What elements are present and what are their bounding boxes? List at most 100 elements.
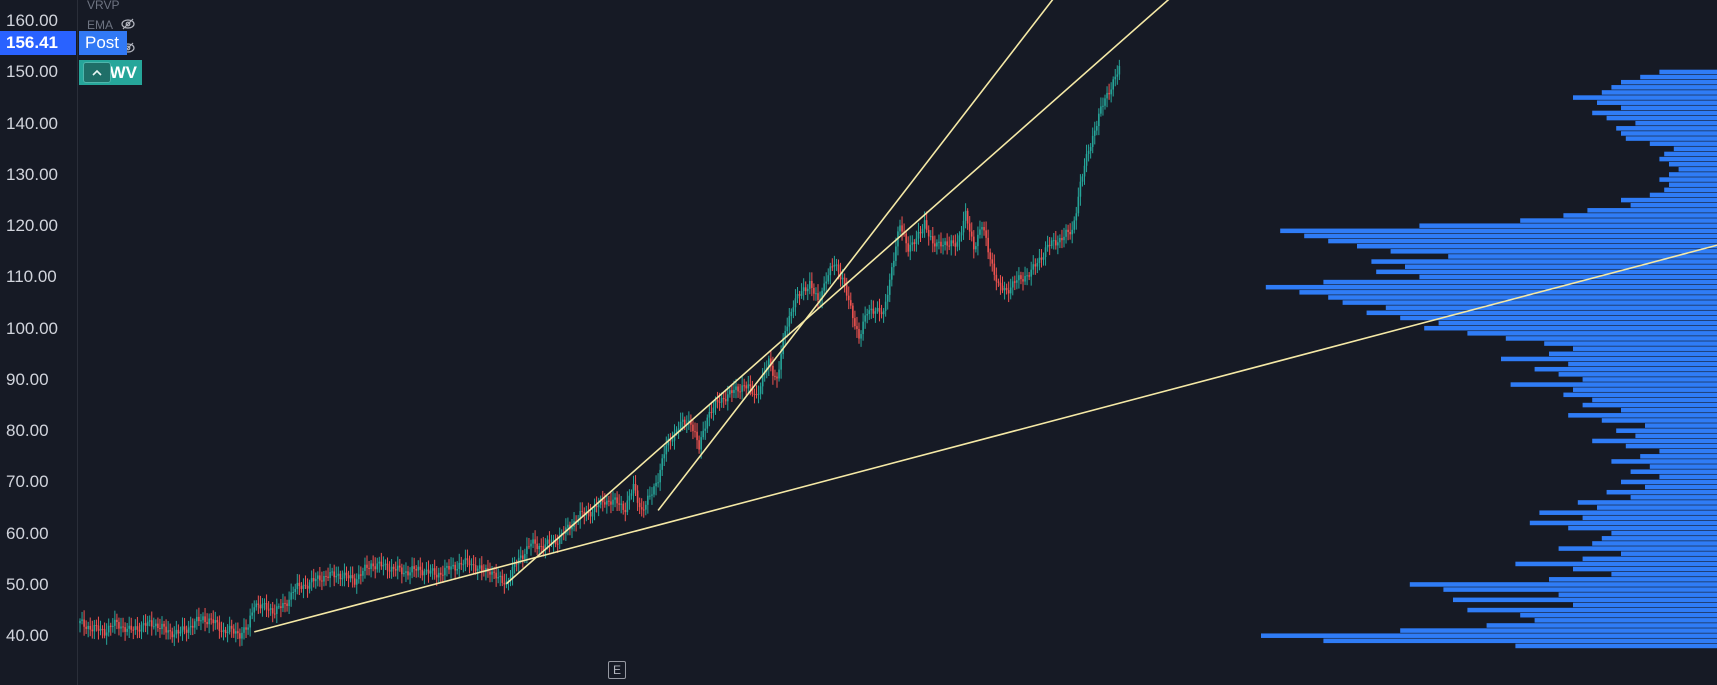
candle-body (614, 497, 616, 500)
volume-profile-bar (1558, 592, 1717, 597)
candle-body (997, 281, 1000, 283)
candle-body (1046, 244, 1049, 248)
candle-body (448, 565, 450, 570)
candle-body (407, 571, 409, 576)
volume-profile-bar (1385, 305, 1717, 310)
candle-body (704, 428, 707, 431)
candle-body (591, 512, 594, 517)
price-axis[interactable]: 160.00 150.00 140.00 130.00 120.00 110.00 100.… (0, 0, 78, 685)
candle-body (317, 575, 319, 579)
candle-body (835, 264, 838, 266)
candle-body (690, 420, 692, 425)
candle-body (173, 634, 176, 638)
candle-body (1055, 240, 1057, 246)
candle-body (101, 628, 104, 630)
candle-body (526, 546, 528, 555)
candle-body (282, 602, 284, 608)
candle-body (831, 266, 834, 268)
candle-body (273, 613, 276, 615)
candle-body (501, 575, 504, 583)
eye-hidden-icon[interactable] (121, 18, 135, 30)
candle-body (927, 229, 930, 237)
candle-body (157, 623, 159, 629)
volume-profile-bar (1582, 402, 1717, 408)
candle-body (81, 619, 83, 621)
candle-body (314, 578, 317, 582)
candle-body (302, 584, 305, 589)
earnings-marker[interactable]: E (608, 661, 626, 679)
candle-body (478, 565, 481, 569)
candle-body (513, 563, 516, 567)
legend-ema[interactable]: EMA (87, 18, 114, 32)
candle-body (782, 337, 784, 355)
volume-profile-bar (1342, 300, 1717, 305)
volume-profile-bar (1640, 74, 1717, 80)
candle-body (788, 316, 791, 327)
candle-body (423, 571, 426, 576)
candle-body (761, 374, 764, 387)
volume-profile-bar (1582, 377, 1717, 382)
volume-profile-bar (1544, 341, 1717, 346)
volume-profile-bar (1659, 474, 1717, 480)
candle-body (144, 623, 147, 626)
volume-profile-bar (1645, 484, 1717, 490)
candle-body (1061, 237, 1063, 241)
candle-body (1001, 285, 1004, 291)
candle-body (390, 566, 393, 572)
candle-body (692, 424, 694, 432)
candle-body (454, 564, 456, 571)
candle-body (618, 503, 620, 505)
candle-body (183, 626, 186, 630)
volume-profile-bar (1621, 407, 1717, 413)
volume-profile-bar (1621, 105, 1717, 111)
candle-body (991, 259, 994, 264)
candle-body (321, 580, 323, 582)
candle-body (401, 567, 403, 575)
candle-body (214, 620, 217, 624)
volume-profile-bar (1621, 551, 1717, 556)
candle-body (255, 603, 258, 608)
candle-body (239, 633, 241, 639)
candle-body (1112, 79, 1114, 90)
legend-vrvp[interactable]: VRVP (87, 0, 120, 12)
candle-body (372, 563, 374, 567)
candle-body (286, 603, 288, 607)
candle-body (83, 619, 85, 627)
candle-body (202, 616, 204, 621)
candle-body (655, 482, 657, 487)
candle-body (304, 584, 307, 586)
volume-profile-bar (1534, 618, 1717, 623)
candle-body (276, 606, 278, 614)
candle-body (854, 318, 856, 327)
candle-body (1003, 287, 1006, 291)
volume-profile-bar (1597, 100, 1717, 105)
candle-body (374, 566, 376, 570)
candle-body (105, 632, 108, 636)
price-tick-label: 160.00 (6, 11, 58, 30)
candle-body (263, 603, 266, 605)
volume-profile-bar (1577, 500, 1717, 505)
volume-profile-bar (1323, 638, 1717, 644)
candle-body (536, 543, 538, 550)
price-tick-label: 50.00 (6, 574, 49, 594)
candle-body (150, 620, 153, 627)
volume-profile-bar (1611, 459, 1717, 464)
volume-profile-bar (1520, 218, 1717, 223)
candle-body (1073, 220, 1076, 230)
volume-profile-bar (1573, 346, 1717, 351)
volume-profile-bar (1539, 510, 1717, 515)
collapse-button[interactable] (83, 62, 111, 83)
candle-body (181, 626, 184, 632)
candle-body (604, 502, 606, 505)
candle-body (93, 625, 96, 632)
candle-body (804, 287, 807, 292)
candle-body (768, 358, 770, 368)
candle-body (987, 237, 989, 253)
candle-body (226, 631, 229, 634)
volume-profile-bar (1467, 331, 1717, 336)
candle-body (1040, 257, 1043, 260)
candle-body (558, 535, 561, 544)
volume-profile-bar (1448, 254, 1717, 259)
candle-body (1030, 269, 1032, 277)
